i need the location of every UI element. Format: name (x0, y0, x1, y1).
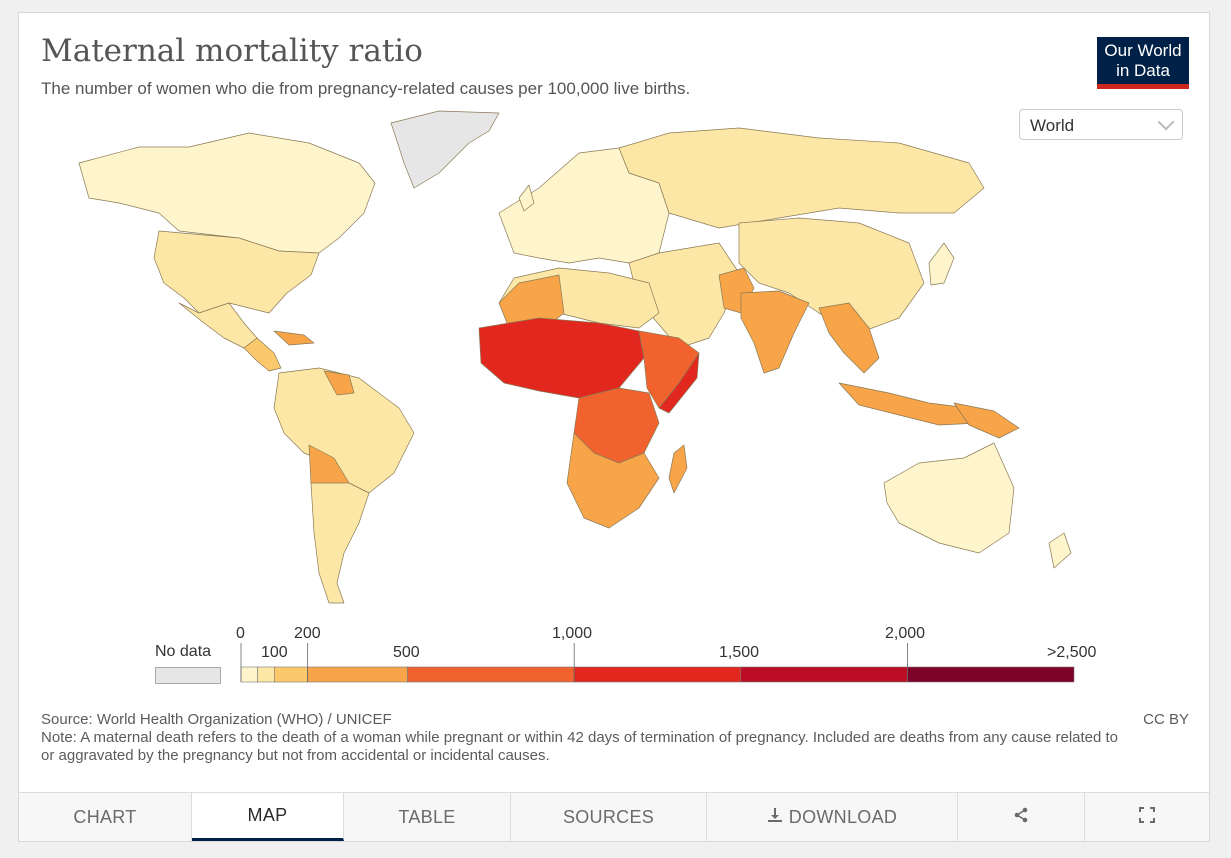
region-russia[interactable] (618, 127, 985, 229)
region-select-value: World (1030, 116, 1075, 135)
legend-tick-1500: 1,500 (719, 644, 760, 661)
region-central-america[interactable] (243, 337, 282, 372)
tab-fullscreen[interactable] (1085, 793, 1209, 841)
logo-line1: Our World (1104, 41, 1182, 60)
region-southern-cone[interactable] (310, 482, 370, 604)
legend-tick-2500: >2,500 (1047, 644, 1097, 661)
region-europe[interactable] (498, 147, 670, 264)
legend-bin-2[interactable] (274, 666, 308, 683)
tab-map-label: MAP (247, 805, 288, 825)
region-india[interactable] (740, 290, 810, 374)
tab-download-label: DOWNLOAD (788, 806, 898, 827)
tab-sources[interactable]: SOURCES (511, 793, 707, 841)
logo-line2: in Data (1116, 61, 1170, 80)
owid-logo[interactable]: Our World in Data (1097, 37, 1189, 89)
region-greenland[interactable] (390, 110, 500, 189)
region-select[interactable]: World (1019, 109, 1183, 140)
region-canada[interactable] (78, 132, 376, 254)
legend-bin-1[interactable] (257, 666, 275, 683)
legend-bin-7[interactable] (907, 666, 1075, 683)
legend-tick-0: 0 (236, 625, 245, 642)
region-guianas[interactable] (323, 370, 355, 396)
legend-bin-0[interactable] (240, 666, 258, 683)
no-data-label: No data (155, 643, 212, 660)
region-west-africa[interactable] (478, 317, 645, 399)
region-usa[interactable] (153, 230, 320, 314)
tab-table-label: TABLE (398, 806, 456, 827)
legend-tick-100: 100 (261, 644, 288, 661)
legend-color-bar (240, 643, 1075, 683)
legend-bin-4[interactable] (407, 666, 575, 683)
chart-subtitle: The number of women who die from pregnan… (41, 79, 691, 98)
tab-chart[interactable]: CHART (19, 793, 192, 841)
region-mexico[interactable] (178, 302, 258, 349)
region-australia[interactable] (883, 442, 1015, 554)
download-icon (767, 807, 783, 828)
legend-tick-500: 500 (393, 644, 420, 661)
tab-share[interactable] (958, 793, 1085, 841)
legend-tick-2000: 2,000 (885, 625, 926, 642)
no-data-swatch (155, 667, 221, 684)
region-china[interactable] (738, 217, 925, 334)
tab-download[interactable]: DOWNLOAD (707, 793, 958, 841)
note-text: Note: A maternal death refers to the dea… (41, 729, 1119, 764)
license-link[interactable]: CC BY (1143, 711, 1189, 728)
region-japan[interactable] (928, 242, 955, 286)
fullscreen-icon (1139, 806, 1155, 828)
chart-card: Maternal mortality ratio The number of w… (18, 12, 1210, 842)
tab-sources-label: SOURCES (562, 806, 655, 827)
world-map (78, 110, 1072, 604)
chart-footer: Source: World Health Organization (WHO) … (41, 711, 1121, 765)
region-caribbean[interactable] (273, 330, 315, 346)
tab-map[interactable]: MAP (192, 793, 344, 841)
region-madagascar[interactable] (668, 444, 688, 494)
region-southern-africa[interactable] (566, 432, 660, 529)
region-somalia[interactable] (658, 352, 700, 414)
tab-table[interactable]: TABLE (344, 793, 511, 841)
region-uk[interactable] (518, 184, 535, 212)
legend-tick-200: 200 (294, 625, 321, 642)
tab-chart-label: CHART (73, 806, 137, 827)
legend-bin-3[interactable] (307, 666, 408, 683)
legend-bin-6[interactable] (740, 666, 908, 683)
region-png[interactable] (953, 402, 1020, 439)
source-text: Source: World Health Organization (WHO) … (41, 711, 392, 728)
region-southeast-asia[interactable] (818, 302, 880, 374)
legend-tick-1000: 1,000 (552, 625, 593, 642)
region-new-zealand[interactable] (1048, 532, 1072, 569)
legend-bin-5[interactable] (573, 666, 742, 683)
tab-bar: CHART MAP TABLE SOURCES DOWNLOAD (19, 792, 1209, 841)
share-icon (1013, 807, 1029, 828)
chart-title: Maternal mortality ratio (41, 33, 423, 69)
